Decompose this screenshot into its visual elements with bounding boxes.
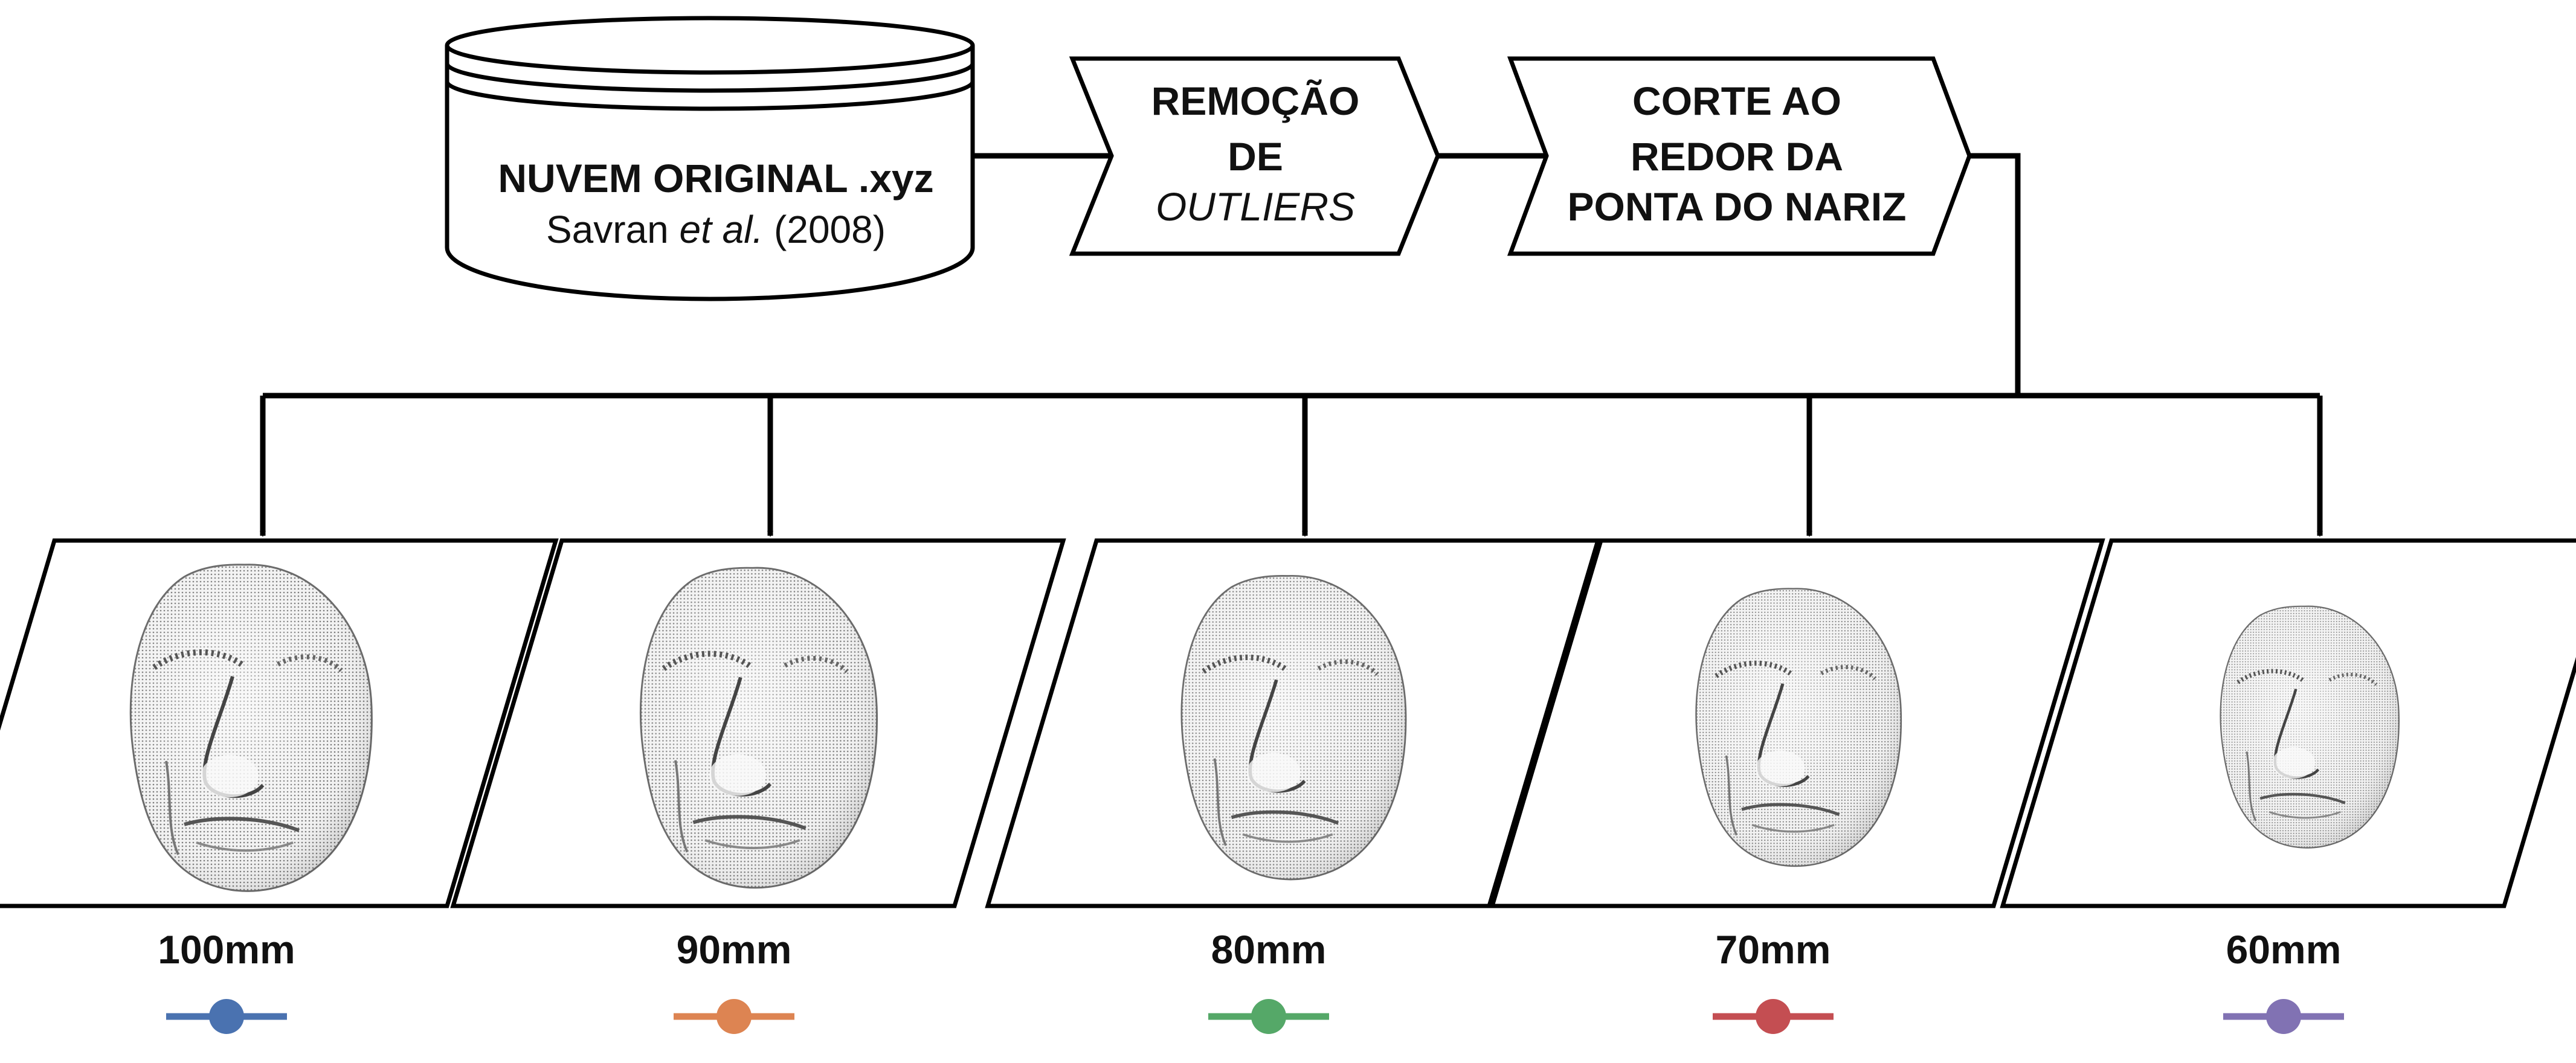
step-crop-line3: PONTA DO NARIZ — [1568, 184, 1907, 229]
database-cylinder-body — [445, 45, 975, 301]
step-nose-crop-shape — [1507, 56, 1972, 256]
output-panels: 100mm 90mm 80mm 70mm 60mm — [0, 396, 2576, 1034]
database-node: NUVEM ORIGINAL .xyz Savran et al. (2008) — [445, 16, 975, 301]
legend-marker — [209, 999, 244, 1034]
face-point-cloud-image — [1695, 588, 1902, 867]
citation-year: (2008) — [774, 208, 886, 251]
database-citation: Savran et al. (2008) — [546, 208, 886, 251]
step-outlier-line2: DE — [1228, 134, 1283, 179]
step-outlier-removal-shape — [1069, 56, 1440, 256]
face-point-cloud-image — [639, 567, 878, 889]
size-label: 90mm — [677, 927, 792, 972]
size-label: 100mm — [158, 927, 295, 972]
step-nose-crop: CORTE AO REDOR DA PONTA DO NARIZ — [1507, 56, 1972, 256]
step-crop-line1: CORTE AO — [1632, 79, 1841, 123]
legend-marker — [2266, 999, 2301, 1034]
output-panel-60mm: 60mm — [2000, 396, 2576, 1034]
legend-marker — [716, 999, 752, 1034]
legend-marker — [1756, 999, 1791, 1034]
step-outlier-removal: REMOÇÃO DE OUTLIERS — [1069, 56, 1440, 256]
database-title: NUVEM ORIGINAL .xyz — [498, 156, 933, 201]
face-point-cloud-image — [129, 564, 373, 892]
database-ring-2 — [445, 81, 975, 111]
legend-marker — [1251, 999, 1286, 1034]
output-panel-100mm: 100mm — [0, 396, 559, 1034]
citation-etal: et al. — [680, 208, 764, 251]
step-outlier-line3: OUTLIERS — [1156, 184, 1355, 229]
output-panel-90mm: 90mm — [450, 396, 1066, 1034]
step-crop-line2: REDOR DA — [1631, 134, 1843, 179]
size-label: 80mm — [1211, 927, 1327, 972]
connector-crop-to-bus — [1969, 153, 2021, 396]
citation-author: Savran — [546, 208, 669, 251]
output-panel-70mm: 70mm — [1489, 396, 2105, 1034]
size-label: 60mm — [2226, 927, 2342, 972]
database-ring-1 — [445, 63, 975, 93]
face-point-cloud-image — [1180, 575, 1407, 881]
size-label: 70mm — [1716, 927, 1831, 972]
output-panel-80mm: 80mm — [985, 396, 1601, 1034]
step-outlier-line1: REMOÇÃO — [1151, 79, 1360, 123]
database-cylinder-top — [445, 16, 975, 75]
face-point-cloud-image — [2220, 605, 2400, 849]
